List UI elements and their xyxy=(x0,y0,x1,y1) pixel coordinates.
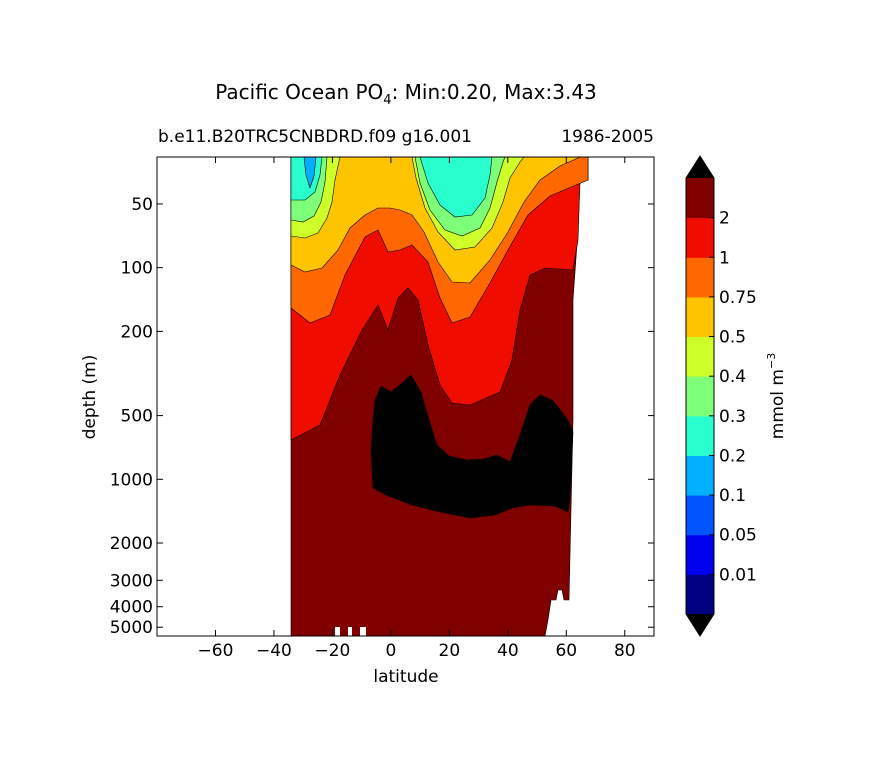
colorbar-swatch xyxy=(686,415,714,456)
colorbar-swatch xyxy=(686,178,714,219)
colorbar-swatch xyxy=(686,296,714,338)
x-tick-label: 60 xyxy=(555,641,577,661)
plot-frame xyxy=(156,156,655,637)
colorbar-label: mmol m−3 xyxy=(765,353,788,439)
x-axis-label: latitude xyxy=(373,667,438,687)
band-above-range xyxy=(370,374,574,519)
y-tick-label: 500 xyxy=(121,407,153,427)
colorbar-extend-top xyxy=(686,156,714,178)
colorbar-tick-label: 0.01 xyxy=(719,565,757,585)
colorbar: 0.01 0.05 0.1 0.2 0.3 0.4 0.5 0.75 1 2 xyxy=(685,155,757,637)
colorbar-tick-label: 1 xyxy=(719,248,730,268)
colorbar-swatch xyxy=(686,574,714,615)
band-sky-blue xyxy=(303,157,317,189)
chart-subtitle-run: b.e11.B20TRC5CNBDRD.f09 g16.001 xyxy=(158,127,472,147)
contour-field xyxy=(290,157,589,636)
y-tick-label: 200 xyxy=(121,322,153,342)
x-axis: −60 −40 −20 0 20 40 60 80 xyxy=(198,157,636,661)
x-tick-label: −20 xyxy=(314,641,350,661)
coastline-gap xyxy=(360,627,366,636)
x-tick-label: −60 xyxy=(198,641,234,661)
x-tick-label: 0 xyxy=(385,641,396,661)
colorbar-swatch xyxy=(686,376,714,417)
colorbar-swatch xyxy=(686,217,714,258)
colorbar-swatch xyxy=(686,455,714,496)
x-tick-label: 20 xyxy=(439,641,461,661)
colorbar-tick-label: 0.3 xyxy=(719,407,746,427)
colorbar-tick-label: 0.05 xyxy=(719,526,757,546)
colorbar-swatch xyxy=(686,257,714,298)
colorbar-swatch xyxy=(686,336,714,377)
y-tick-label: 3000 xyxy=(110,571,153,591)
colorbar-outline xyxy=(685,155,715,637)
y-tick-label: 2000 xyxy=(110,534,153,554)
colorbar-swatch xyxy=(686,534,714,575)
colorbar-tick-label: 0.1 xyxy=(719,486,746,506)
colorbar-extend-bottom xyxy=(686,614,714,636)
x-tick-label: 40 xyxy=(497,641,519,661)
x-tick-label: 80 xyxy=(614,641,636,661)
colorbar-tick-label: 0.2 xyxy=(719,446,746,466)
x-tick-label: −40 xyxy=(256,641,292,661)
colorbar-tick-label: 0.75 xyxy=(719,288,757,308)
chart-title: Pacific Ocean PO4: Min:0.20, Max:3.43 xyxy=(215,80,597,108)
y-tick-label: 4000 xyxy=(110,598,153,618)
y-axis-label: depth (m) xyxy=(80,355,100,440)
coastline-gap xyxy=(348,627,352,636)
colorbar-tick-label: 2 xyxy=(719,209,730,229)
chart-subtitle-years: 1986-2005 xyxy=(561,127,654,147)
colorbar-tick-label: 0.4 xyxy=(719,367,746,387)
y-tick-label: 5000 xyxy=(110,618,153,638)
colorbar-tick-label: 0.5 xyxy=(719,328,746,348)
band-aquamarine xyxy=(290,157,493,218)
colorbar-swatch xyxy=(686,495,714,536)
y-tick-label: 1000 xyxy=(110,470,153,490)
coastline-gap xyxy=(335,627,340,636)
y-tick-label: 50 xyxy=(131,195,153,215)
y-tick-label: 100 xyxy=(121,259,153,279)
